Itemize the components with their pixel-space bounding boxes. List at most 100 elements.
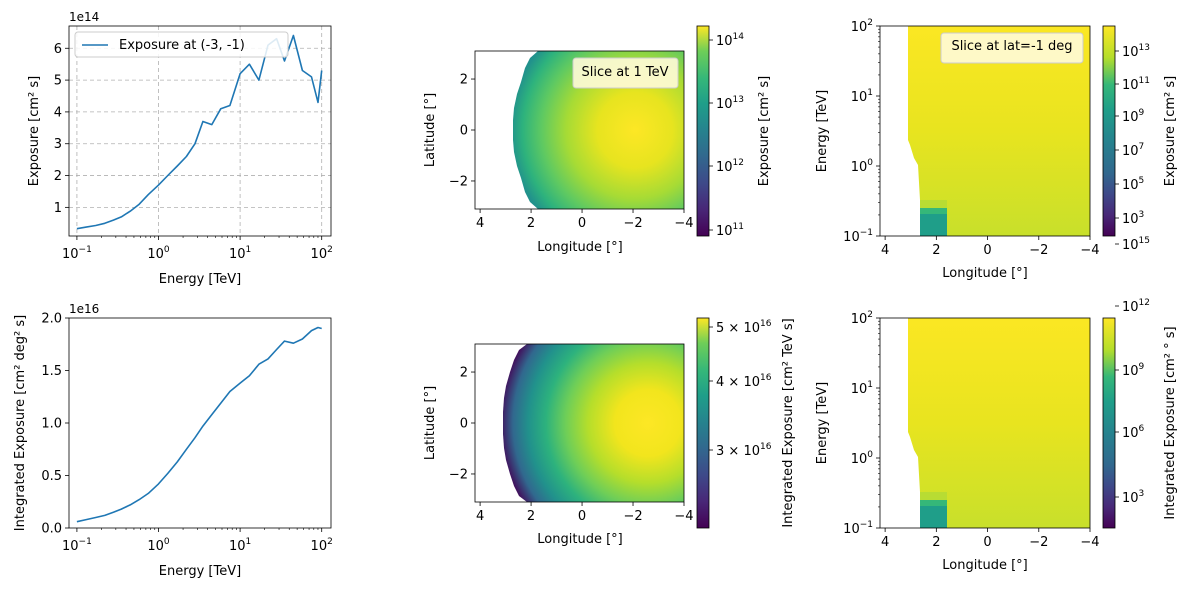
integrated-exposure-heatmap: 4 2 0 −2 −4 −202 Longitude [°] Latitude [°] … (423, 317, 796, 547)
y-tick-label: 3 (54, 137, 62, 152)
y-tick-label: 102 (851, 18, 873, 35)
x-tick-label: −4 (674, 509, 693, 524)
x-tick-label: 102 (311, 537, 333, 554)
x-tick-label: 10−1 (62, 245, 92, 262)
x-axis-label: Energy [TeV] (159, 272, 241, 287)
axes-frame (68, 317, 332, 529)
exposure-slice-heatmap: 4 2 0 −2 −4 −2 0 2 Slice at 1 TeV Longitude [°… (423, 25, 772, 255)
colorbar-label: Exposure [cm² s] (1163, 76, 1178, 186)
y-tick-label: 0.5 (41, 469, 62, 484)
x-tick-label: −4 (1080, 535, 1099, 550)
y-axis-label: Latitude [°] (423, 93, 438, 167)
colorbar-tick-label: 1012 (1122, 298, 1150, 315)
colorbar-tick-label: 5 × 1016 (716, 319, 772, 336)
x-tick-label: 101 (229, 245, 251, 262)
x-tick-label: 100 (147, 245, 170, 262)
y-tick-label: −2 (449, 467, 468, 482)
colorbar (696, 25, 710, 237)
y-tick-label: 0 (460, 124, 468, 139)
x-axis-label: Energy [TeV] (159, 564, 241, 579)
y-tick-label: 102 (851, 310, 873, 327)
y-tick-label: 0 (460, 417, 468, 432)
x-tick-label: −2 (1029, 535, 1048, 550)
x-tick-label: 4 (476, 509, 484, 524)
colorbar-tick-label: 1011 (1122, 76, 1150, 93)
y-tick-label: 1 (54, 201, 62, 216)
integrated-energy-slice-heatmap: 4 2 0 −2 −4 10−1 100 101 102 Longitude [°] Ener… (815, 236, 1178, 573)
x-tick-label: 0 (578, 509, 586, 524)
heatmap-low-region (920, 214, 947, 236)
axes-frame (68, 25, 332, 237)
x-tick-label: −2 (1029, 243, 1048, 258)
x-tick-label: −2 (623, 216, 642, 231)
colorbar-tick-label: 1011 (716, 222, 744, 239)
y-tick-label: 1.5 (41, 364, 62, 379)
y-tick-label: 2.0 (41, 312, 62, 327)
x-tick-label: 0 (578, 216, 586, 231)
colorbar (1102, 317, 1116, 529)
colorbar-tick-label: 103 (1122, 210, 1144, 227)
x-tick-label: 2 (932, 535, 940, 550)
colorbar-tick-label: 109 (1122, 362, 1145, 379)
y-tick-label: 101 (851, 380, 873, 397)
x-tick-label: 2 (527, 216, 535, 231)
heatmap-image (908, 26, 1090, 236)
y-tick-label: 6 (54, 42, 62, 57)
x-axis-label: Longitude [°] (537, 240, 622, 255)
colorbar-tick-label: 1014 (716, 32, 744, 49)
heatmap-image (503, 344, 684, 502)
y-tick-label: 2 (54, 169, 62, 184)
y-axis-label: Energy [TeV] (815, 90, 830, 172)
series-line (76, 326, 322, 523)
colorbar-tick-label: 103 (1122, 489, 1144, 506)
y-tick-label: 1.0 (41, 417, 62, 432)
x-tick-label: 102 (311, 245, 333, 262)
y-tick-label: −2 (449, 174, 468, 189)
y-tick-label: 100 (851, 450, 874, 467)
x-tick-label: 10−1 (62, 537, 92, 554)
x-tick-label: 4 (476, 216, 484, 231)
x-tick-label: −2 (623, 509, 642, 524)
axes-frame (879, 317, 1091, 529)
x-axis-label: Longitude [°] (537, 532, 622, 547)
colorbar-tick-label: 1013 (1122, 43, 1150, 60)
x-tick-label: 4 (881, 535, 889, 550)
x-tick-label: −4 (674, 216, 693, 231)
x-tick-label: 100 (147, 537, 170, 554)
colorbar-tick-label: 1013 (716, 95, 744, 112)
legend-box (74, 31, 289, 58)
x-tick-label: 0 (983, 535, 991, 550)
exposure-line-chart: 10−1 100 101 102 1 2 3 4 5 6 1e14 Energy [TeV] E… (27, 10, 333, 287)
x-tick-label: 101 (229, 537, 251, 554)
annotation-text: Slice at 1 TeV (582, 65, 669, 80)
annotation-box: Slice at 1 TeV (572, 57, 679, 89)
integrated-exposure-line-chart: 10−1 100 101 102 0.0 0.5 1.0 1.5 2.0 1e16 Energ… (13, 302, 333, 579)
heatmap-low-region (920, 506, 947, 528)
annotation-text: Slice at lat=-1 deg (951, 39, 1072, 54)
x-tick-label: 0 (983, 243, 991, 258)
colorbar-tick-label: 106 (1122, 424, 1145, 441)
y-tick-label: 10−1 (843, 228, 873, 245)
y-tick-label: 10−1 (843, 520, 873, 537)
x-axis-label: Longitude [°] (942, 558, 1027, 573)
colorbar (1102, 25, 1116, 237)
y-axis-label: Exposure [cm² s] (27, 76, 42, 186)
legend-label: Exposure at (-3, -1) (119, 38, 245, 53)
y-axis-label: Integrated Exposure [cm² deg² s] (13, 315, 28, 531)
y-tick-label: 101 (851, 88, 873, 105)
colorbar-tick-label: 109 (1122, 108, 1145, 125)
y-tick-label: 2 (460, 366, 468, 381)
y-tick-label: 2 (460, 73, 468, 88)
y-tick-label: 5 (54, 74, 62, 89)
x-tick-label: 2 (932, 243, 940, 258)
y-offset-label: 1e16 (69, 302, 99, 316)
y-tick-label: 4 (54, 105, 62, 120)
y-axis-label: Latitude [°] (423, 386, 438, 460)
colorbar-label: Integrated Exposure [cm² TeV s] (781, 318, 796, 527)
x-tick-label: 4 (881, 243, 889, 258)
y-tick-label: 0.0 (41, 522, 62, 537)
heatmap-image (908, 318, 1090, 528)
axes-frame (879, 25, 1091, 237)
colorbar-label: Integrated Exposure [cm² ° s] (1163, 326, 1178, 519)
